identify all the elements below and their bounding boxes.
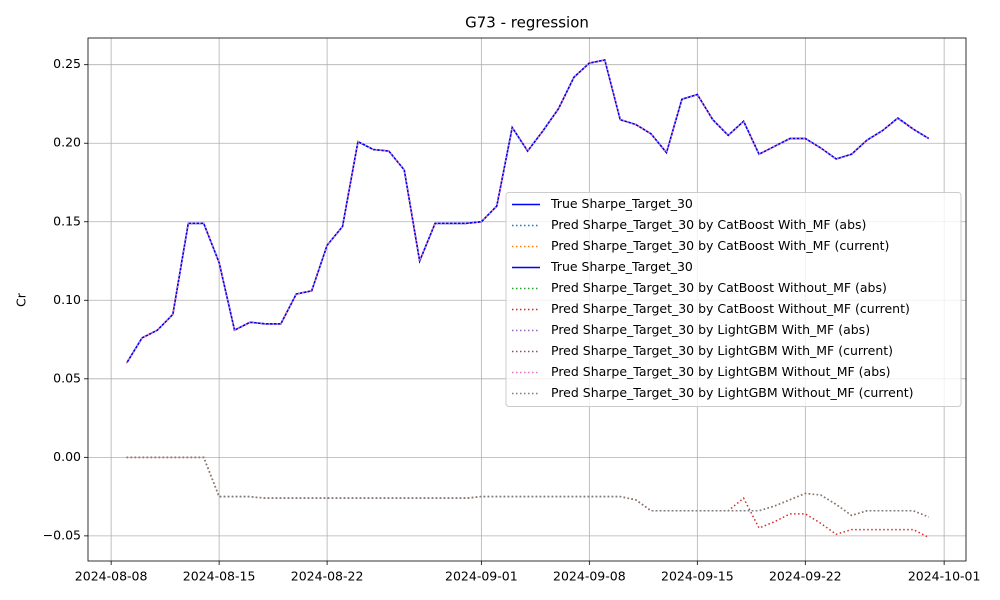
y-tick-label: 0.05: [53, 370, 81, 385]
legend-label: Pred Sharpe_Target_30 by LightGBM With_M…: [551, 322, 870, 337]
x-tick-label: 2024-08-15: [183, 569, 256, 584]
series-line: [125, 59, 930, 364]
x-tick-label: 2024-08-08: [75, 569, 148, 584]
y-tick-label: 0.25: [53, 56, 81, 71]
legend-label: True Sharpe_Target_30: [550, 196, 693, 211]
series-line: [126, 456, 930, 518]
legend-label: Pred Sharpe_Target_30 by LightGBM With_M…: [551, 343, 893, 358]
chart-title: G73 - regression: [465, 14, 589, 32]
legend: True Sharpe_Target_30 Pred Sharpe_Target_…: [505, 192, 962, 407]
legend-label: Pred Sharpe_Target_30 by CatBoost With_M…: [551, 217, 866, 232]
x-tick-label: 2024-08-22: [291, 569, 364, 584]
plot-frame: [87, 37, 967, 562]
x-tick-label: 2024-09-22: [769, 569, 842, 584]
legend-label: Pred Sharpe_Target_30 by CatBoost Withou…: [551, 301, 910, 316]
legend-box: [505, 192, 962, 407]
x-tick-label: 2024-09-15: [661, 569, 734, 584]
y-tick-label: 0.20: [53, 135, 81, 150]
legend-label: Pred Sharpe_Target_30 by CatBoost Withou…: [551, 280, 887, 295]
legend-label: Pred Sharpe_Target_30 by LightGBM Withou…: [551, 385, 914, 400]
legend-label: True Sharpe_Target_30: [550, 259, 693, 274]
legend-label: Pred Sharpe_Target_30 by CatBoost With_M…: [551, 238, 889, 253]
y-tick-label: 0.15: [53, 213, 81, 228]
x-tick-label: 2024-09-01: [445, 569, 518, 584]
x-tick-label: 2024-10-01: [908, 569, 981, 584]
y-tick-label: −0.05: [43, 527, 81, 542]
y-tick-label: 0.00: [53, 449, 81, 464]
legend-label: Pred Sharpe_Target_30 by LightGBM Withou…: [551, 364, 891, 379]
y-axis-label: Cr: [14, 292, 29, 307]
y-tick-label: 0.10: [53, 292, 81, 307]
x-tick-label: 2024-09-08: [553, 569, 626, 584]
